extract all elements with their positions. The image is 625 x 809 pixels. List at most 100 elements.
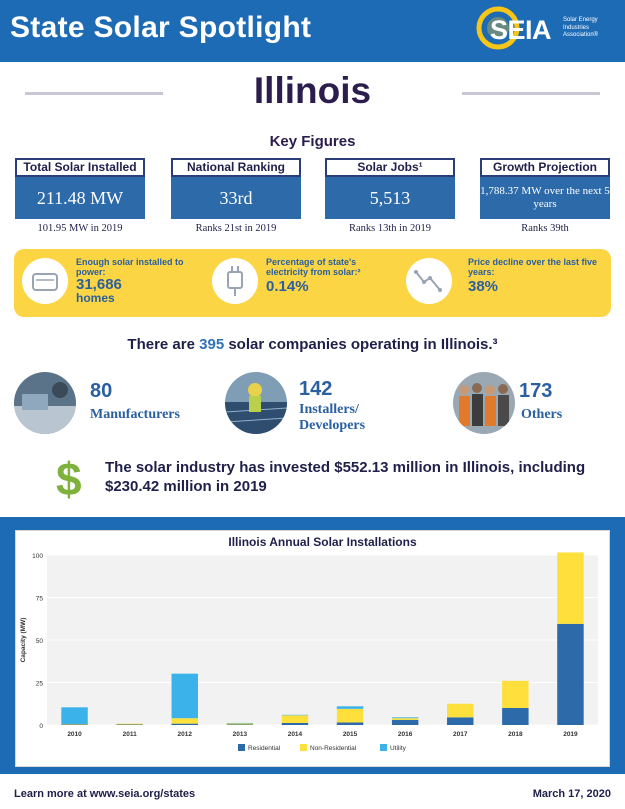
trend-down-icon [414,270,442,292]
header-banner: State Solar Spotlight SEIA Solar Energy … [0,0,625,62]
x-tick-label: 2011 [123,731,137,738]
bar-residential-2017 [447,717,474,725]
key-figures-title: Key Figures [269,133,356,150]
footer-link[interactable]: Learn more at www.seia.org/states [14,788,196,800]
legend-swatch [238,744,245,751]
bar-residential-2014 [281,722,309,725]
highlights-band: Enough solar installed to power: 31,686 … [14,249,611,317]
key-figure-value: 1,788.37 MW over the next 5 years [480,177,610,219]
bar-non-residential-2012 [171,718,198,724]
bar-non-residential-2016 [391,718,419,720]
bar-non-residential-2013 [226,723,254,725]
bar-residential-2018 [502,708,529,725]
x-tick-label: 2016 [398,731,413,738]
x-tick-label: 2019 [563,731,578,738]
key-figure-solar-jobs: Solar Jobs¹ 5,513 Ranks 13th in 2019 [325,158,455,234]
x-tick-label: 2017 [453,731,468,738]
legend-label: Residential [248,745,281,752]
x-tick-label: 2010 [67,731,82,738]
bar-non-residential-2011 [116,723,143,725]
key-figure-growth-projection: Growth Projection 1,788.37 MW over the n… [480,158,610,234]
company-label: Installers/ Developers [299,402,366,433]
company-label: Manufacturers [90,407,180,422]
bar-non-residential-2014 [281,715,309,723]
companies-statement: There are 395 solar companies operating … [0,336,625,353]
chart-title: Illinois Annual Solar Installations [228,535,417,549]
key-figure-sub: Ranks 13th in 2019 [349,223,431,234]
bar-non-residential-2019 [557,552,584,624]
key-figure-label: Growth Projection [480,158,610,177]
key-figure-value: 5,513 [325,177,455,219]
highlight-after: homes [76,291,115,305]
y-tick-label: 50 [36,638,44,645]
legend-swatch [380,744,387,751]
company-count: 142 [299,378,333,400]
bar-residential-2016 [391,719,419,725]
divider-left [25,92,163,95]
y-tick-label: 0 [39,723,43,730]
manufacturers-photo [14,372,76,434]
footer: Learn more at www.seia.org/states March … [0,778,625,809]
page-title: State Solar Spotlight [10,11,312,44]
dollar-icon: $ [56,453,82,505]
logo-subtitle: Solar Energy Industries Association® [563,17,599,38]
bar-utility-2012 [171,673,198,719]
highlight-text: Price decline over the last five years: [468,257,598,277]
bar-non-residential-2010 [61,723,88,725]
state-name: Illinois [253,70,372,111]
bar-utility-2013 [226,722,254,724]
seia-logo[interactable]: SEIA Solar Energy Industries Association… [474,4,624,54]
bar-residential-2012 [171,723,198,725]
key-figure-label: Solar Jobs¹ [325,158,455,177]
highlight-value: 31,686 [76,276,122,293]
y-tick-label: 25 [36,681,44,688]
bar-residential-2015 [336,722,364,725]
company-type-manufacturers: 80 Manufacturers [14,372,214,434]
x-tick-label: 2018 [508,731,523,738]
key-figure-sub: Ranks 21st in 2019 [195,223,277,234]
logo-word: SEIA [490,15,552,45]
companies-before: There are [127,336,200,353]
highlight-value: 38% [468,278,499,295]
key-figure-total-installed: Total Solar Installed 211.48 MW 101.95 M… [15,158,145,234]
investment-statement: $ The solar industry has invested $552.1… [0,452,625,505]
investment-text: The solar industry has invested $552.13 … [105,459,586,495]
y-axis-label: Capacity (MW) [20,618,27,663]
key-figure-value: 211.48 MW [15,177,145,219]
bar-utility-2015 [336,706,364,709]
highlight-value: 0.14% [266,278,309,295]
company-type-installers: 142 Installers/ Developers [225,372,425,434]
sun-logo-icon [476,6,520,50]
others-photo [453,372,515,434]
x-tick-label: 2012 [178,731,193,738]
legend-label: Non-Residential [310,745,357,752]
bar-utility-2016 [391,717,419,719]
bar-non-residential-2017 [447,703,474,718]
legend-swatch [300,744,307,751]
company-count: 80 [90,380,113,402]
key-figure-label: National Ranking [171,158,301,177]
legend-label: Utility [390,745,407,752]
company-label: Others [521,407,563,422]
bar-non-residential-2015 [336,708,364,723]
highlight-text: Percentage of state's electricity from s… [266,257,361,277]
y-tick-label: 75 [36,596,44,603]
key-figure-label: Total Solar Installed [15,158,145,177]
x-tick-label: 2015 [343,731,358,738]
companies-count: 395 [199,336,225,353]
bar-utility-2014 [281,714,309,716]
plug-icon [227,266,243,296]
company-count: 173 [519,380,553,402]
bar-residential-2019 [557,623,584,725]
key-figure-sub: 101.95 MW in 2019 [37,223,123,234]
x-tick-label: 2013 [233,731,248,738]
highlight-text: Enough solar installed to power: [76,257,184,277]
bar-residential-2011 [116,724,143,725]
installers-photo [225,372,287,434]
house-icon [32,273,58,291]
company-type-others: 173 Others [453,372,613,434]
y-tick-label: 100 [32,553,43,560]
key-figure-sub: Ranks 39th [521,223,569,234]
bar-residential-2013 [226,724,254,725]
bar-non-residential-2018 [502,680,529,708]
